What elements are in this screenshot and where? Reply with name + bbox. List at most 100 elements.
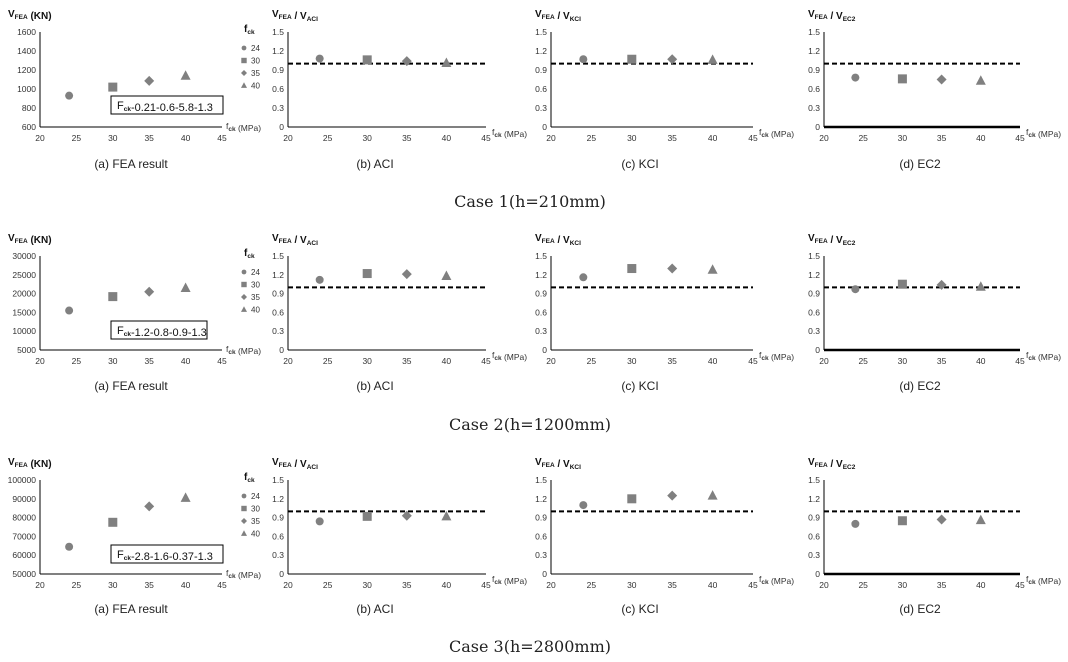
x-tick-label: 35	[667, 580, 677, 590]
x-tick-label: 30	[627, 580, 637, 590]
y-tick-label: 800	[22, 103, 36, 113]
data-point	[144, 286, 155, 297]
y-tick-label: 1.2	[808, 270, 820, 280]
y-tick-label: 0.3	[272, 550, 284, 560]
y-axis-title-part: ACI	[307, 240, 318, 247]
x-tick-label: 30	[898, 580, 908, 590]
ratio-chart: 0 0.3 0.6 0.9 1.2 1.5 20 25 30 35 40 45 VFEA / VACI f…	[272, 457, 527, 616]
y-axis-title: VFEA / VKCI	[535, 233, 581, 247]
data-point	[441, 270, 452, 281]
x-tick-label: 25	[858, 580, 868, 590]
data-point	[180, 282, 191, 292]
x-tick-label: 30	[108, 580, 118, 590]
x-tick-label: 25	[72, 133, 82, 143]
y-axis-title-part: FEA	[15, 238, 28, 245]
data-point	[936, 279, 947, 290]
x-tick-label: 30	[898, 133, 908, 143]
x-tick-label: 20	[283, 580, 293, 590]
y-axis-title: VFEA / VKCI	[535, 457, 581, 471]
x-axis-title-part: (MPa)	[1036, 352, 1062, 362]
y-tick-label: 1.5	[808, 251, 820, 261]
y-axis-title: VFEA (KN)	[8, 9, 52, 22]
ratio-chart: 0 0.3 0.6 0.9 1.2 1.5 20 25 30 35 40 45 VFEA / VACI f…	[272, 233, 527, 393]
data-point	[707, 490, 718, 500]
y-tick-label: 1.2	[808, 46, 820, 56]
x-axis-title-part: f	[1026, 127, 1029, 137]
y-tick-label: 80000	[12, 513, 36, 523]
x-axis-title-part: ck	[494, 132, 502, 139]
x-axis-title-part: (MPa)	[502, 576, 528, 586]
x-axis-title: fck (MPa)	[759, 574, 794, 586]
legend-marker	[241, 70, 247, 76]
x-axis-title-part: ck	[761, 132, 769, 139]
data-point	[362, 55, 372, 65]
x-tick-label: 40	[976, 356, 986, 366]
x-axis-title-part: ck	[1028, 132, 1036, 139]
data-point	[362, 511, 372, 521]
data-point	[401, 510, 412, 521]
x-tick-label: 45	[1015, 580, 1025, 590]
x-tick-label: 25	[587, 133, 597, 143]
y-tick-label: 1200	[17, 65, 36, 75]
x-axis-title-part: (MPa)	[1036, 129, 1062, 139]
data-point	[627, 54, 637, 64]
data-point	[667, 54, 678, 65]
y-axis-title-part: (KN)	[28, 11, 52, 22]
legend-entry: 40	[251, 82, 260, 91]
legend-title: fck	[244, 24, 255, 36]
y-tick-label: 0	[542, 122, 547, 132]
x-axis-title-part: f	[226, 121, 229, 131]
y-axis-title-part: FEA	[815, 462, 828, 469]
y-tick-label: 0.3	[808, 103, 820, 113]
x-tick-label: 35	[402, 133, 412, 143]
x-tick-label: 40	[442, 133, 452, 143]
data-point	[936, 74, 947, 85]
y-tick-label: 1.5	[272, 27, 284, 37]
y-tick-label: 0.6	[272, 531, 284, 541]
y-axis-title-part: V	[535, 9, 542, 20]
y-axis-title: VFEA / VACI	[272, 233, 318, 247]
y-axis-title-part: V	[8, 233, 15, 244]
data-point	[851, 73, 860, 82]
y-axis-title-part: FEA	[279, 14, 292, 21]
y-tick-label: 0.3	[808, 326, 820, 336]
data-point	[144, 75, 155, 86]
data-point	[707, 54, 718, 64]
data-point	[579, 501, 588, 510]
y-tick-label: 1.5	[808, 27, 820, 37]
x-tick-label: 30	[108, 133, 118, 143]
data-point	[897, 74, 907, 84]
data-point	[441, 510, 452, 521]
formula-box	[110, 320, 208, 340]
x-axis-title-part: (MPa)	[769, 129, 795, 139]
x-tick-label: 25	[587, 580, 597, 590]
data-point	[180, 492, 191, 502]
legend-marker	[241, 306, 247, 312]
legend-entry: 24	[251, 492, 260, 501]
y-axis-title-part: / V	[292, 235, 307, 246]
y-tick-label: 1.2	[535, 494, 547, 504]
legend-title-part: ck	[247, 477, 255, 484]
y-tick-label: 1.5	[808, 475, 820, 485]
y-axis-title-part: / V	[292, 11, 307, 22]
y-tick-label: 600	[22, 122, 36, 132]
y-tick-label: 0.6	[535, 307, 547, 317]
legend-marker	[241, 281, 247, 288]
x-tick-label: 35	[402, 580, 412, 590]
data-point	[975, 75, 986, 85]
case-title: Case 3(h=2800mm)	[449, 637, 611, 656]
formula-label-part: ck	[124, 555, 132, 562]
x-tick-label: 20	[546, 580, 556, 590]
y-tick-label: 0.6	[535, 531, 547, 541]
y-axis-title-part: ACI	[307, 464, 318, 471]
x-axis-title-part: (MPa)	[769, 576, 795, 586]
formula-label: Fck-0.21-0.6-5.8-1.3	[117, 100, 213, 114]
legend-title-part: ck	[247, 29, 255, 36]
y-tick-label: 0	[279, 569, 284, 579]
y-axis-title-part: EC2	[843, 16, 856, 23]
legend-entry: 40	[251, 306, 260, 315]
y-axis-title-part: FEA	[542, 238, 555, 245]
x-tick-label: 25	[858, 133, 868, 143]
y-tick-label: 100000	[8, 475, 37, 485]
y-tick-label: 1.2	[808, 494, 820, 504]
